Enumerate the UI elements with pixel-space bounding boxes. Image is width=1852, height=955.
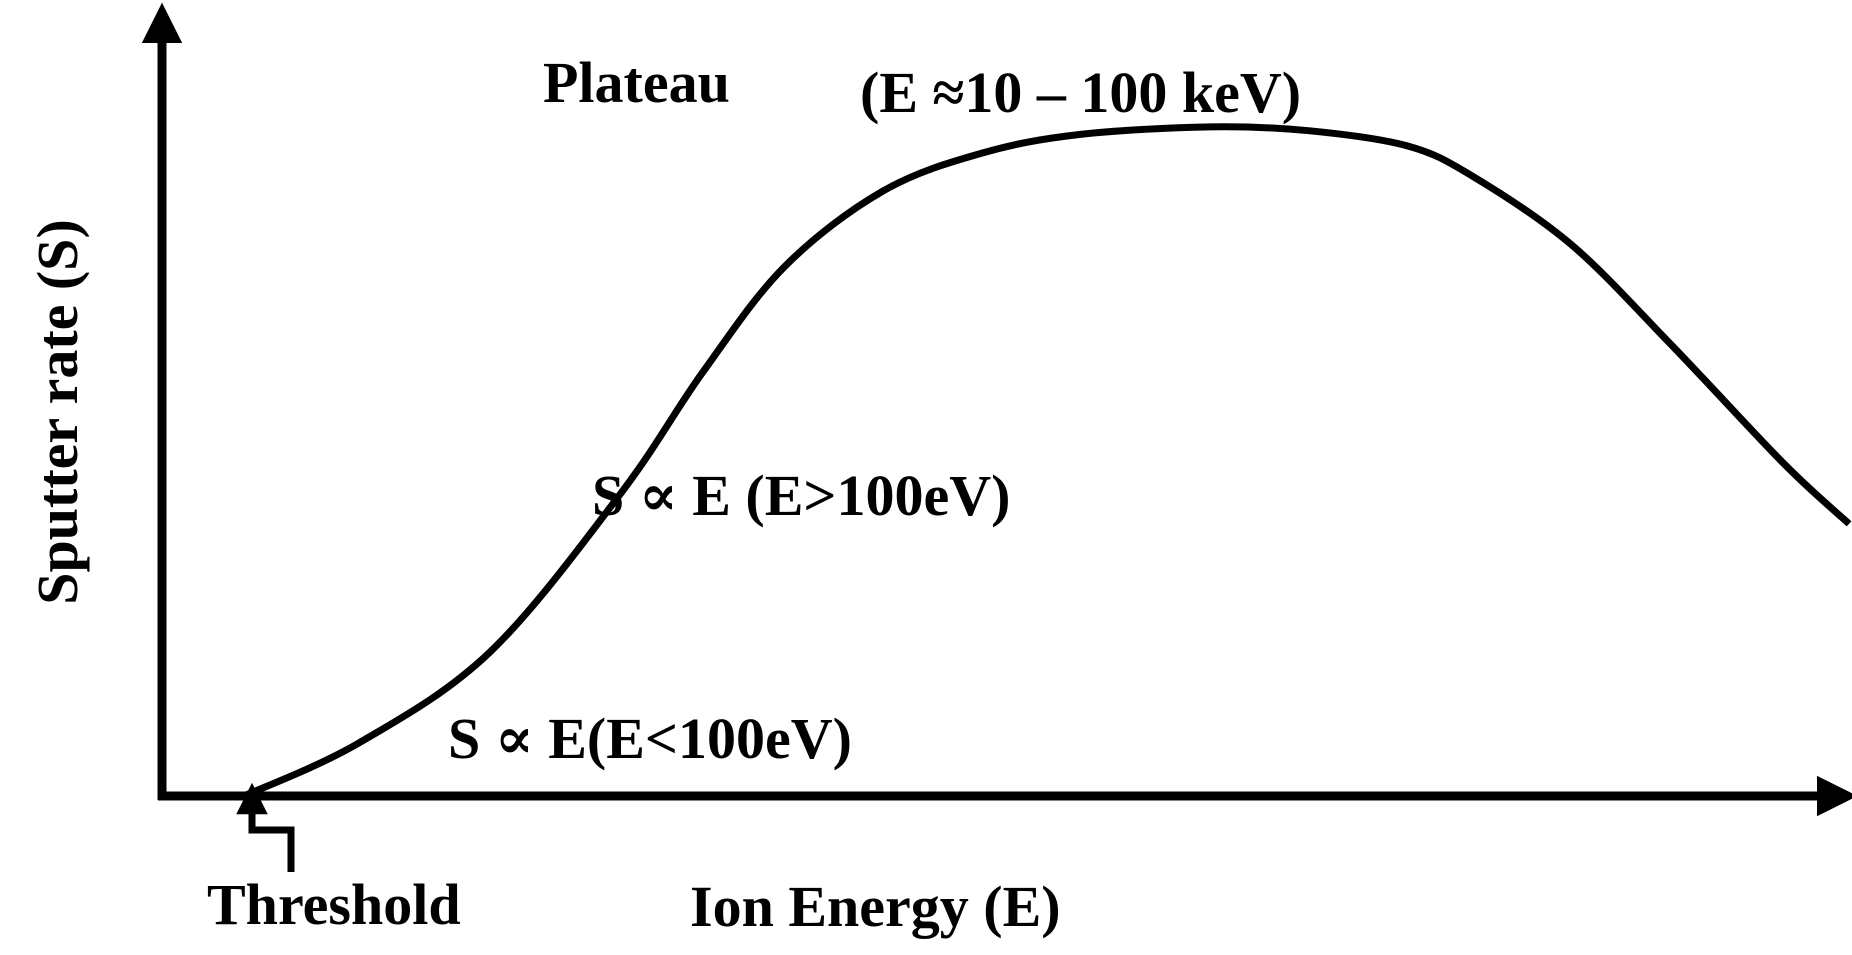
- threshold-label: Threshold: [207, 872, 461, 937]
- x-axis-label: Ion Energy (E): [690, 874, 1061, 939]
- plateau-range-label: (E ≈10 – 100 keV): [860, 60, 1301, 125]
- linear-region-label: S ∝ E (E>100eV): [592, 463, 1010, 528]
- plateau-label: Plateau: [543, 50, 730, 115]
- y-axis-label: Sputter rate (S): [25, 219, 90, 605]
- low-energy-region-label: S ∝ E(E<100eV): [448, 706, 852, 771]
- threshold-pointer-arrow: [236, 782, 295, 872]
- sputter-yield-curve: [242, 123, 1852, 800]
